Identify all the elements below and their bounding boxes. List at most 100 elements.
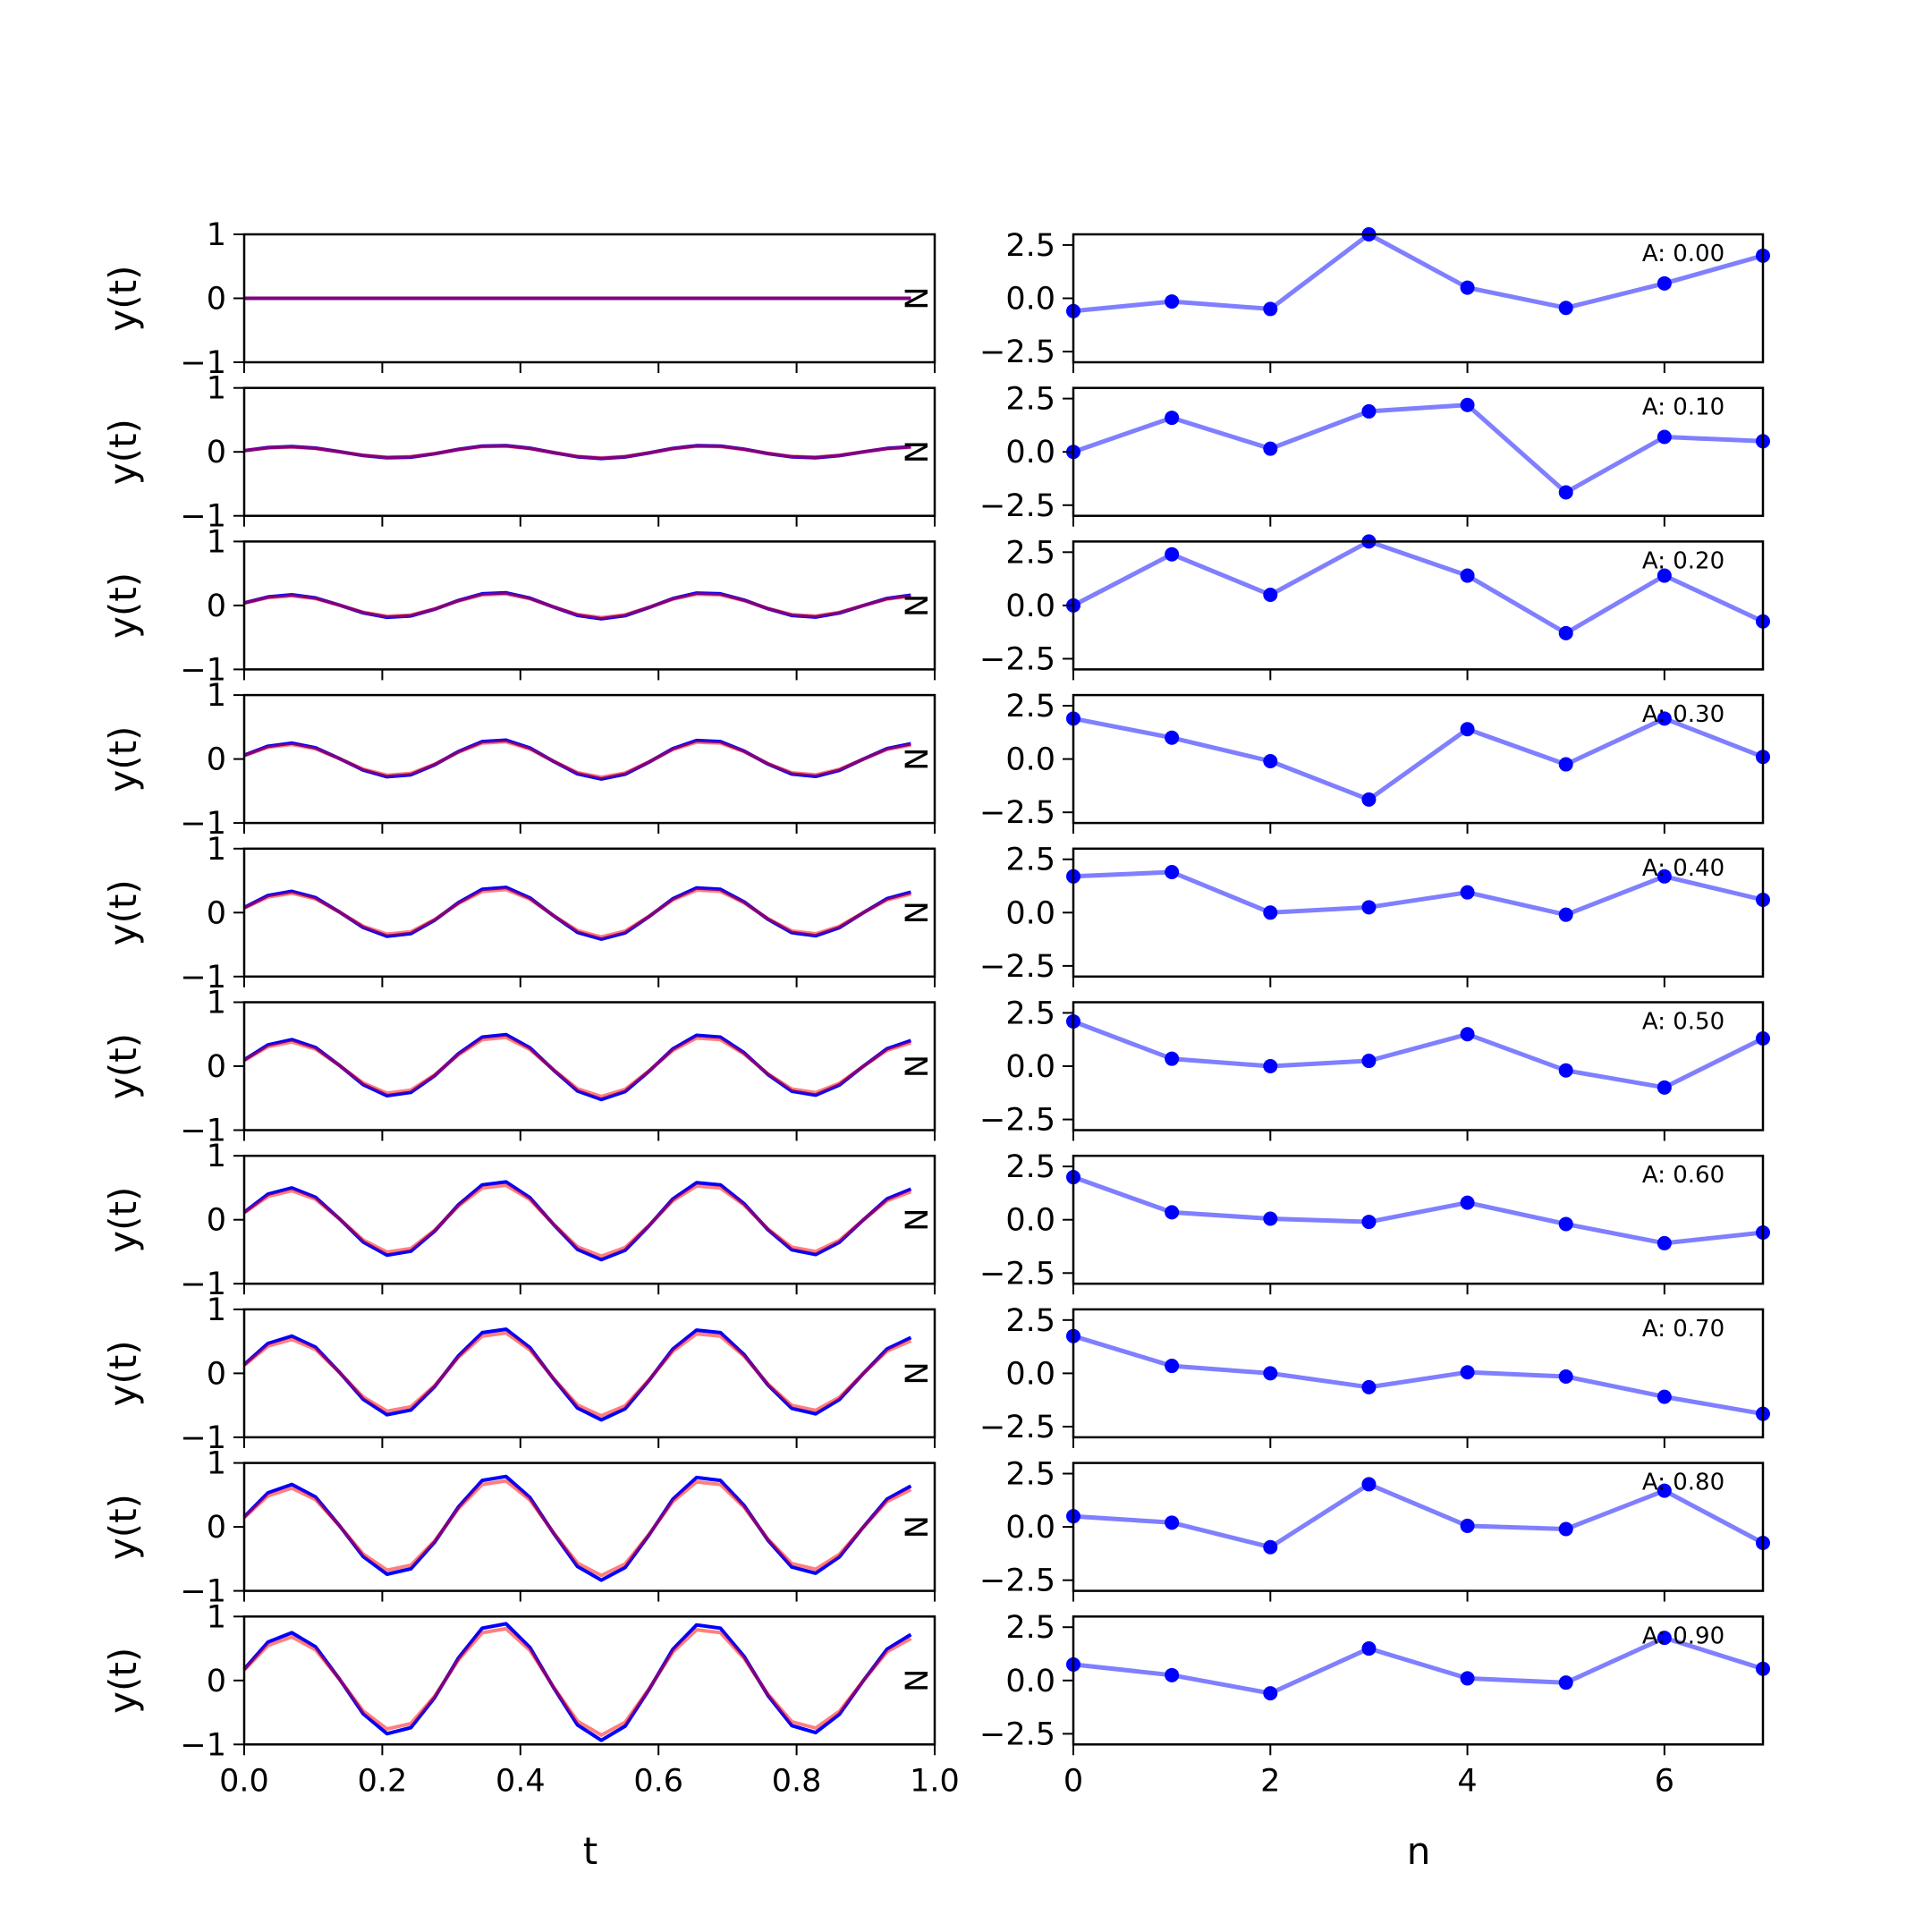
- corner-marker: N: [900, 1361, 936, 1385]
- sample-point: [1558, 1675, 1573, 1690]
- y-tick-label: 1: [207, 1446, 226, 1482]
- sample-panel: 2.5 0.0 −2.5 A: 0.60: [979, 1149, 1770, 1295]
- waveform-line-red: [243, 592, 911, 620]
- sample-panel: 2.5 0.0 −2.5 A: 0.10: [979, 382, 1770, 527]
- sample-point: [1263, 1539, 1278, 1555]
- sample-line: [1072, 1635, 1764, 1696]
- waveform-panels: 1 0 −1 y(t) N 1 0 −1 y(t) N 1 0 −1 y(t) N 1 0 −1 y(t) N 1 0 −1…: [101, 217, 960, 1799]
- sample-point: [1263, 587, 1278, 602]
- x-tick-label: 0.0: [219, 1763, 269, 1799]
- sample-point: [1558, 1216, 1573, 1232]
- waveform-panel: 1 0 −1 y(t) N: [101, 1292, 936, 1456]
- y-axis-label: y(t): [101, 1648, 145, 1714]
- y-tick-label: −1: [180, 499, 226, 535]
- y-tick-label: 0.0: [1005, 282, 1055, 318]
- waveform-panel: 1 0 −1 y(t) N: [101, 1139, 936, 1302]
- waveform-line-red: [243, 740, 911, 779]
- x-tick-label: 1.0: [910, 1763, 960, 1799]
- x-tick-label: 0.4: [496, 1763, 546, 1799]
- y-tick-label: −1: [180, 1420, 226, 1456]
- sample-point: [1361, 1641, 1377, 1657]
- y-tick-label: 2.5: [1005, 1610, 1055, 1646]
- waveform-line-red: [243, 444, 911, 460]
- y-tick-label: 1: [207, 217, 226, 253]
- y-tick-label: 1: [207, 1292, 226, 1328]
- waveform-line-red: [242, 1479, 912, 1578]
- corner-marker: N: [900, 1208, 936, 1232]
- sample-point: [1263, 905, 1278, 920]
- y-tick-label: −2.5: [979, 488, 1055, 524]
- amplitude-label: A: 0.90: [1642, 1623, 1724, 1649]
- waveform-panel: 1 0 −1 y(t) N: [101, 371, 936, 535]
- sample-point: [1460, 1195, 1475, 1210]
- y-tick-label: 2.5: [1005, 843, 1055, 878]
- waveform-panel: 1 0 −1 y(t) N: [101, 1446, 936, 1610]
- y-tick-label: 1: [207, 832, 226, 868]
- sample-point: [1460, 722, 1475, 737]
- y-tick-label: −2.5: [979, 1716, 1055, 1752]
- sample-point: [1558, 625, 1573, 640]
- y-tick-label: 0: [207, 742, 226, 778]
- waveform-line-red: [242, 1626, 912, 1737]
- sample-point: [1361, 1054, 1377, 1069]
- sample-point: [1165, 1667, 1180, 1682]
- y-axis-label: y(t): [101, 419, 145, 485]
- sample-point: [1657, 1235, 1672, 1250]
- amplitude-label: A: 0.30: [1642, 701, 1724, 728]
- waveform-line-red: [242, 1183, 912, 1258]
- amplitude-label: A: 0.50: [1642, 1009, 1724, 1036]
- sample-point: [1165, 1515, 1180, 1530]
- x-tick-label: 0: [1063, 1763, 1083, 1799]
- sample-point: [1657, 1483, 1672, 1498]
- amplitude-label: A: 0.40: [1642, 855, 1724, 882]
- x-tick-label: 0.2: [358, 1763, 408, 1799]
- sample-line: [1072, 1334, 1764, 1417]
- y-axis-label: y(t): [101, 1494, 145, 1560]
- sample-line: [1072, 538, 1765, 636]
- amplitude-label: A: 0.20: [1642, 547, 1724, 574]
- sample-point: [1165, 294, 1180, 309]
- waveform-panel: 1 0 −1 y(t) N: [101, 986, 936, 1149]
- sample-point: [1263, 1211, 1278, 1226]
- sample-point: [1558, 1521, 1573, 1537]
- sample-line: [1072, 232, 1764, 314]
- sample-point: [1657, 711, 1672, 726]
- y-tick-label: −1: [180, 652, 226, 688]
- x-tick-label: 0.6: [633, 1763, 683, 1799]
- sample-line: [1072, 716, 1764, 802]
- sample-point: [1165, 1359, 1180, 1374]
- waveform-panel: 1 0 −1 y(t) N: [101, 832, 936, 996]
- y-tick-label: 1: [207, 1139, 226, 1174]
- y-tick-label: −2.5: [979, 1410, 1055, 1445]
- sample-point: [1657, 869, 1672, 884]
- sample-point: [1657, 275, 1672, 291]
- y-axis-label: y(t): [101, 1340, 145, 1406]
- sample-panel: 2.5 0.0 −2.5 A: 0.20: [979, 534, 1770, 681]
- y-tick-label: 0.0: [1005, 589, 1055, 624]
- sample-point: [1460, 1518, 1475, 1533]
- corner-marker: N: [900, 901, 936, 924]
- sample-line: [1072, 1174, 1764, 1246]
- corner-marker: N: [900, 748, 936, 771]
- y-tick-label: −1: [180, 1727, 226, 1763]
- sample-point: [1460, 280, 1475, 295]
- x-tick-label: 0.8: [772, 1763, 822, 1799]
- y-axis-label: y(t): [101, 572, 145, 639]
- y-axis-label: y(t): [101, 879, 145, 945]
- y-tick-label: −2.5: [979, 1103, 1055, 1139]
- sample-point: [1558, 907, 1573, 922]
- y-tick-label: −2.5: [979, 949, 1055, 985]
- sample-point: [1657, 1080, 1672, 1095]
- y-tick-label: 0: [207, 282, 226, 318]
- y-axis-label: y(t): [101, 1187, 145, 1253]
- y-tick-label: −2.5: [979, 1256, 1055, 1292]
- y-tick-label: 1: [207, 1599, 226, 1635]
- sample-point: [1460, 1671, 1475, 1686]
- x-tick-label: 4: [1457, 1763, 1477, 1799]
- waveform-panel: 1 0 −1 y(t) N: [101, 678, 936, 842]
- y-tick-label: −1: [180, 345, 226, 381]
- t-axis-label: t: [583, 1829, 597, 1873]
- y-tick-label: −2.5: [979, 335, 1055, 370]
- amplitude-label: A: 0.80: [1642, 1470, 1724, 1496]
